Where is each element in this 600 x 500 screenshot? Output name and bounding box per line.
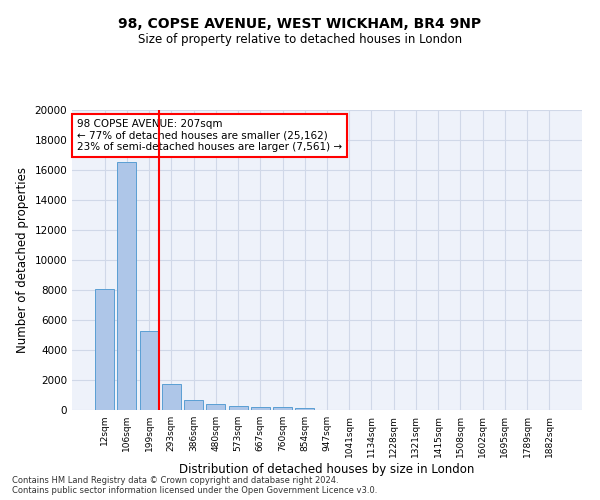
Y-axis label: Number of detached properties: Number of detached properties: [16, 167, 29, 353]
X-axis label: Distribution of detached houses by size in London: Distribution of detached houses by size …: [179, 462, 475, 475]
Bar: [95, 288, 114, 410]
Text: 98, COPSE AVENUE, WEST WICKHAM, BR4 9NP: 98, COPSE AVENUE, WEST WICKHAM, BR4 9NP: [118, 18, 482, 32]
Bar: [118, 162, 136, 410]
Bar: [273, 407, 292, 410]
Bar: [206, 404, 225, 410]
Text: 98 COPSE AVENUE: 207sqm
← 77% of detached houses are smaller (25,162)
23% of sem: 98 COPSE AVENUE: 207sqm ← 77% of detache…: [77, 119, 342, 152]
Bar: [184, 400, 203, 410]
Text: Size of property relative to detached houses in London: Size of property relative to detached ho…: [138, 32, 462, 46]
Bar: [162, 384, 181, 410]
Bar: [251, 406, 270, 410]
Bar: [140, 330, 158, 410]
Bar: [295, 408, 314, 410]
Text: Contains HM Land Registry data © Crown copyright and database right 2024.
Contai: Contains HM Land Registry data © Crown c…: [12, 476, 377, 495]
Bar: [229, 406, 248, 410]
